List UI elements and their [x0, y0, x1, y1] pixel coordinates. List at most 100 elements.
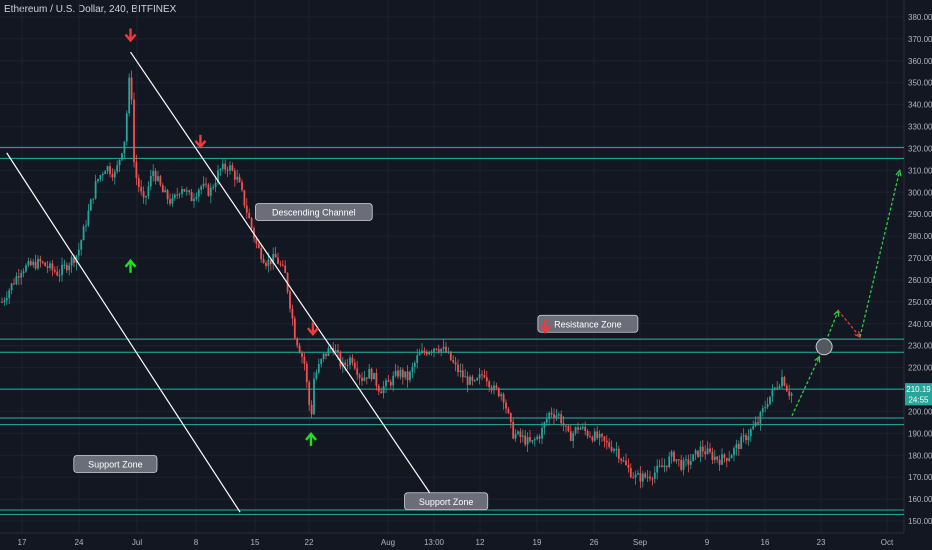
candle: [303, 356, 306, 364]
candle: [627, 465, 630, 468]
candle: [205, 183, 207, 185]
candle: [610, 447, 613, 451]
candle: [569, 431, 572, 441]
candle: [27, 261, 30, 266]
candle: [236, 176, 239, 180]
y-tick-label: 200.00: [908, 407, 932, 416]
candle: [140, 186, 143, 192]
candle: [735, 444, 738, 449]
candle: [164, 190, 167, 193]
candle: [625, 460, 627, 466]
y-tick-label: 260.00: [908, 276, 932, 285]
y-tick-label: 160.00: [908, 495, 932, 504]
candle: [605, 440, 608, 443]
candle: [385, 380, 387, 387]
candle: [725, 458, 728, 461]
arrow-down-icon: [539, 319, 552, 334]
candle: [274, 253, 277, 258]
candle: [89, 199, 92, 211]
candle: [790, 393, 793, 396]
candle: [737, 444, 740, 449]
candle: [279, 263, 282, 265]
candle: [687, 459, 690, 465]
candle: [219, 168, 222, 171]
candle: [581, 426, 584, 429]
candle: [178, 193, 181, 195]
candle: [370, 368, 373, 380]
candle: [478, 374, 481, 379]
candle: [195, 196, 198, 199]
candle: [56, 271, 59, 276]
candle: [709, 448, 711, 453]
candle: [353, 362, 356, 369]
y-tick-label: 170.00: [908, 473, 932, 482]
y-tick-label: 370.00: [908, 35, 932, 44]
candle: [577, 427, 579, 430]
y-tick-label: 230.00: [908, 342, 932, 351]
candle: [1, 301, 3, 303]
candle: [51, 263, 54, 270]
candle: [171, 198, 174, 204]
candle: [615, 448, 618, 450]
candle: [58, 274, 61, 276]
candle: [452, 360, 455, 363]
candle: [608, 442, 611, 448]
candle: [464, 376, 467, 378]
arrow-up-icon: [124, 258, 137, 273]
candle: [313, 378, 315, 415]
candle: [197, 189, 200, 197]
candle: [521, 435, 524, 438]
candle: [500, 394, 503, 397]
projection-up-3-head: [895, 168, 902, 177]
callout-label: Descending Channel: [272, 208, 356, 218]
candle: [603, 436, 606, 441]
candle: [668, 456, 671, 468]
candle: [560, 414, 563, 424]
candle: [653, 472, 656, 479]
arrow-down-icon: [124, 28, 137, 43]
candle: [327, 348, 330, 356]
candle: [375, 372, 378, 386]
candle: [224, 163, 227, 170]
y-tick-label: 300.00: [908, 188, 932, 197]
candle: [639, 473, 642, 482]
candle: [111, 174, 114, 178]
projection-up-3: [859, 170, 901, 338]
candle: [553, 414, 555, 418]
callout: Resistance Zone: [537, 314, 639, 333]
candle: [315, 372, 318, 379]
candle: [457, 364, 459, 372]
candle: [13, 283, 15, 285]
y-tick-label: 240.00: [908, 320, 932, 329]
candle: [661, 465, 663, 468]
candle: [485, 377, 488, 382]
y-tick-label: 270.00: [908, 254, 932, 263]
candle: [437, 349, 440, 352]
y-tick-label: 330.00: [908, 123, 932, 132]
candle: [99, 175, 102, 179]
candle: [416, 355, 419, 363]
x-tick-label: 9: [705, 538, 710, 547]
candle: [658, 465, 661, 467]
candle: [706, 448, 709, 455]
candle: [766, 404, 769, 408]
candle: [286, 273, 289, 292]
candle: [207, 184, 210, 196]
candle: [526, 437, 529, 445]
candle: [29, 261, 32, 266]
candle: [106, 166, 109, 172]
candle: [596, 431, 599, 438]
candle: [646, 476, 649, 478]
candle: [161, 185, 164, 193]
candle: [284, 265, 287, 274]
candle: [260, 248, 263, 260]
candle: [257, 243, 260, 249]
candle: [788, 391, 791, 396]
candle: [361, 377, 363, 381]
candle: [46, 266, 49, 268]
candle: [728, 458, 731, 461]
candle: [476, 378, 479, 381]
candle: [272, 253, 275, 265]
candle: [713, 456, 716, 460]
